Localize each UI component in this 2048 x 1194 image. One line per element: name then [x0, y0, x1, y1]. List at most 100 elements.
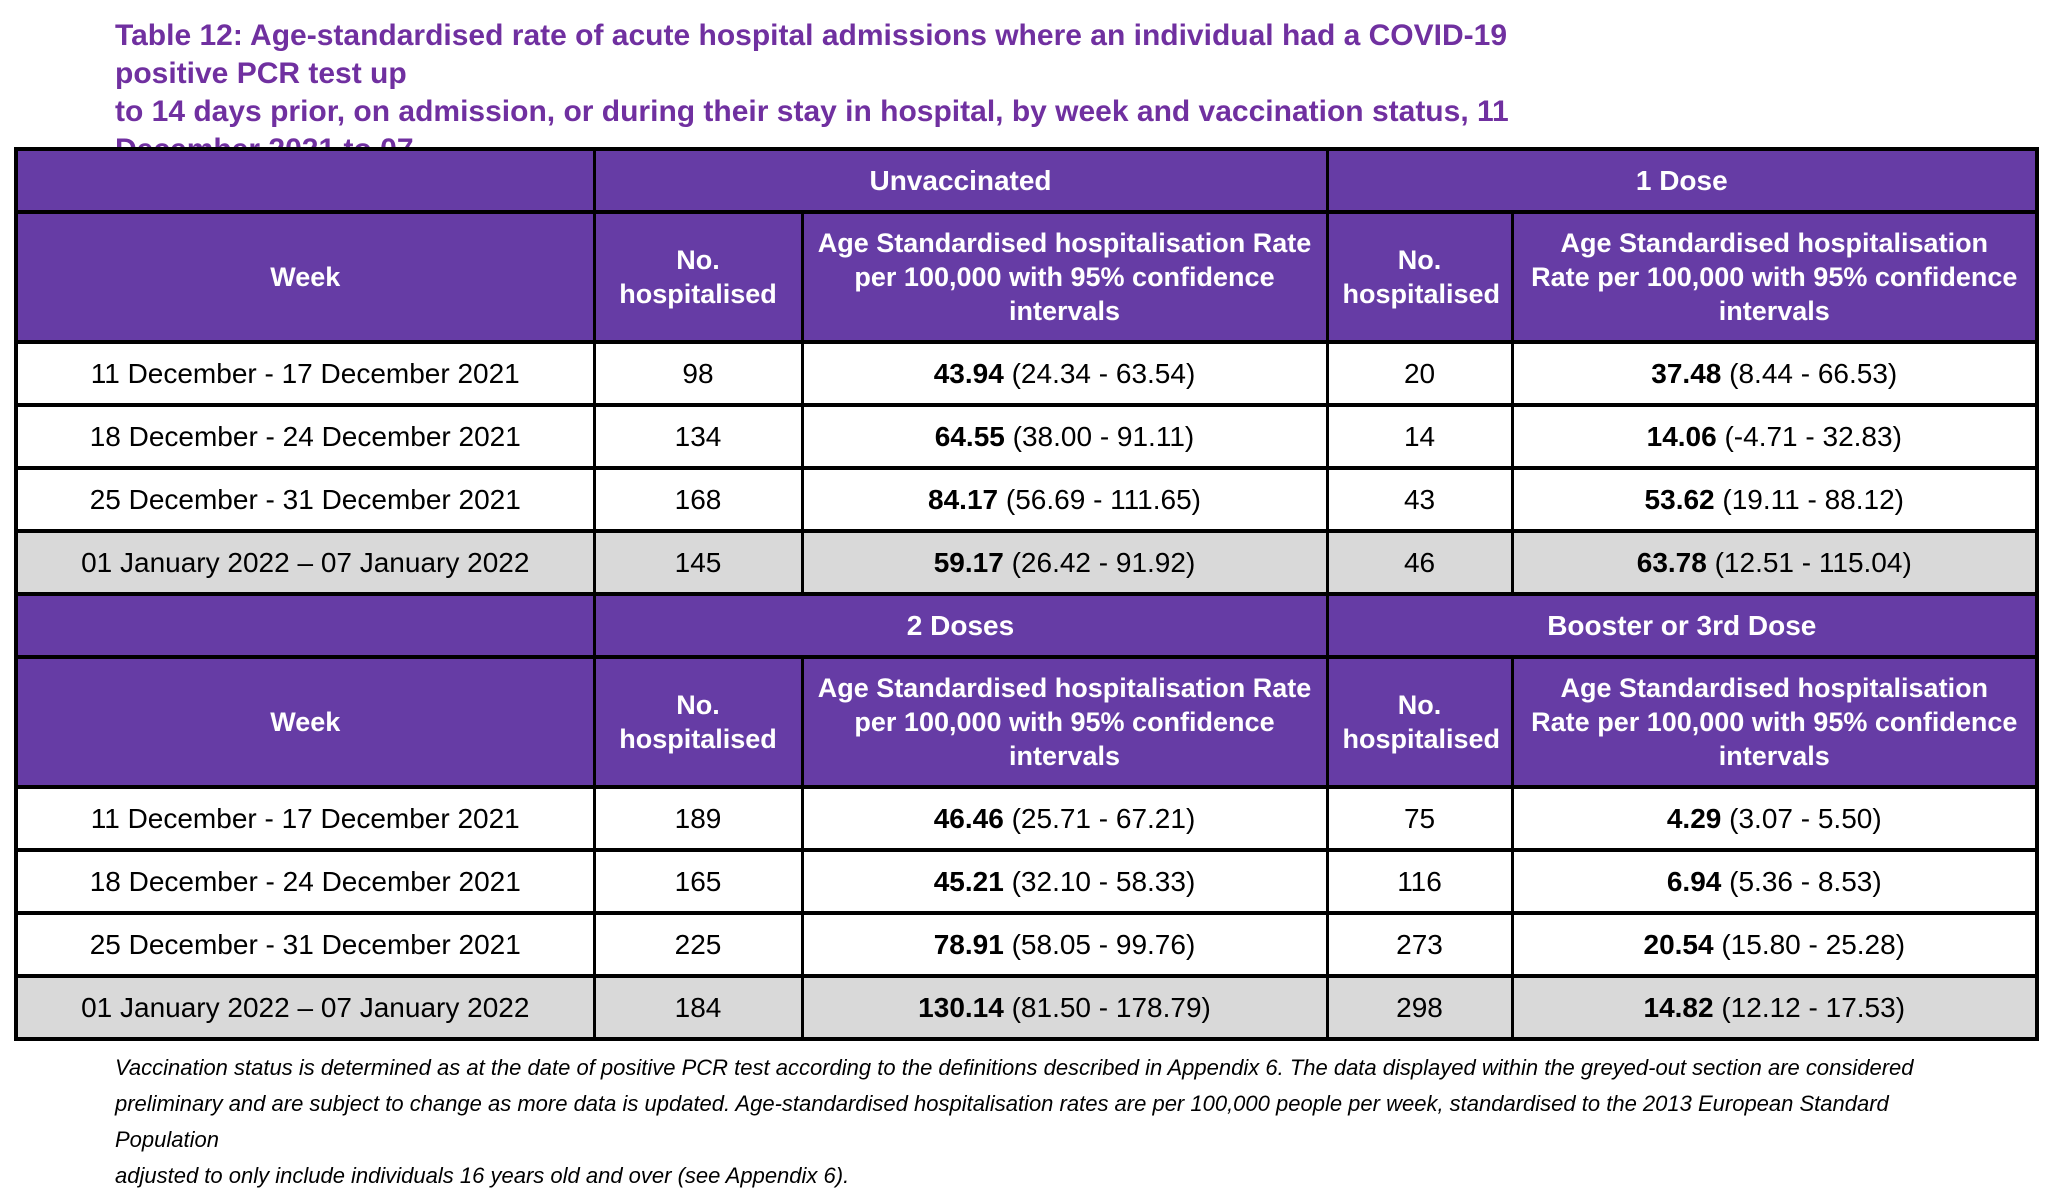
table-row: 25 December - 31 December 2021 225 78.91… — [14, 911, 2039, 978]
rate-value: 4.29 — [1666, 802, 1722, 834]
count-cell: 298 — [1325, 974, 1514, 1041]
count-cell: 145 — [592, 529, 804, 596]
rate-value: 63.78 — [1636, 546, 1707, 578]
admissions-rate-table: Unvaccinated 1 Dose Week No. hospitalise… — [14, 147, 2040, 1041]
rate-cell: 43.94 (24.34 - 63.54) — [800, 340, 1329, 407]
section1-group-header-row: Unvaccinated 1 Dose — [14, 147, 2039, 214]
no-hospitalised-column-header: No. hospitalised — [1325, 655, 1514, 789]
confidence-interval: (19.11 - 88.12) — [1722, 483, 1904, 515]
count-cell: 75 — [1325, 785, 1514, 852]
rate-cell: 53.62 (19.11 - 88.12) — [1510, 466, 2039, 533]
rate-cell: 84.17 (56.69 - 111.65) — [800, 466, 1329, 533]
count-cell: 165 — [592, 848, 804, 915]
rate-cell: 4.29 (3.07 - 5.50) — [1510, 785, 2039, 852]
rate-column-header: Age Standardised hospitalisation Rate pe… — [1510, 655, 2039, 789]
week-column-header: Week — [14, 655, 596, 789]
count-cell: 184 — [592, 974, 804, 1041]
blank-corner-cell — [14, 147, 596, 214]
section2-column-header-row: Week No. hospitalised Age Standardised h… — [14, 655, 2039, 789]
blank-corner-cell — [14, 592, 596, 659]
footnote-line-2: preliminary and are subject to change as… — [115, 1091, 1889, 1152]
rate-column-header: Age Standardised hospitalisation Rate pe… — [800, 655, 1329, 789]
rate-column-header: Age Standardised hospitalisation Rate pe… — [1510, 210, 2039, 344]
week-cell: 25 December - 31 December 2021 — [14, 911, 596, 978]
group-header-unvaccinated: Unvaccinated — [592, 147, 1329, 214]
count-cell: 189 — [592, 785, 804, 852]
rate-cell: 78.91 (58.05 - 99.76) — [800, 911, 1329, 978]
confidence-interval: (24.34 - 63.54) — [1011, 357, 1196, 389]
count-cell: 98 — [592, 340, 804, 407]
confidence-interval: (12.12 - 17.53) — [1721, 991, 1906, 1023]
rate-cell: 64.55 (38.00 - 91.11) — [800, 403, 1329, 470]
week-cell: 11 December - 17 December 2021 — [14, 340, 596, 407]
confidence-interval: (56.69 - 111.65) — [1005, 483, 1201, 515]
rate-value: 84.17 — [928, 483, 999, 515]
count-cell: 20 — [1325, 340, 1514, 407]
group-header-booster: Booster or 3rd Dose — [1325, 592, 2039, 659]
confidence-interval: (-4.71 - 32.83) — [1724, 420, 1902, 452]
rate-cell: 37.48 (8.44 - 66.53) — [1510, 340, 2039, 407]
confidence-interval: (81.50 - 178.79) — [1011, 991, 1211, 1023]
week-column-header: Week — [14, 210, 596, 344]
table-row: 18 December - 24 December 2021 134 64.55… — [14, 403, 2039, 470]
rate-value: 43.94 — [933, 357, 1004, 389]
rate-cell: 20.54 (15.80 - 25.28) — [1510, 911, 2039, 978]
rate-value: 130.14 — [918, 991, 1004, 1023]
confidence-interval: (38.00 - 91.11) — [1012, 420, 1195, 452]
table-row: 11 December - 17 December 2021 189 46.46… — [14, 785, 2039, 852]
no-hospitalised-column-header: No. hospitalised — [592, 655, 804, 789]
footnote-line-3: adjusted to only include individuals 16 … — [115, 1163, 850, 1188]
count-cell: 14 — [1325, 403, 1514, 470]
table-row: 11 December - 17 December 2021 98 43.94 … — [14, 340, 2039, 407]
confidence-interval: (25.71 - 67.21) — [1011, 802, 1196, 834]
rate-cell: 46.46 (25.71 - 67.21) — [800, 785, 1329, 852]
week-cell: 11 December - 17 December 2021 — [14, 785, 596, 852]
week-cell: 18 December - 24 December 2021 — [14, 403, 596, 470]
footnote-line-1: Vaccination status is determined as at t… — [115, 1055, 1914, 1080]
rate-cell: 63.78 (12.51 - 115.04) — [1510, 529, 2039, 596]
confidence-interval: (5.36 - 8.53) — [1729, 865, 1882, 897]
count-cell: 168 — [592, 466, 804, 533]
rate-column-header: Age Standardised hospitalisation Rate pe… — [800, 210, 1329, 344]
rate-cell: 6.94 (5.36 - 8.53) — [1510, 848, 2039, 915]
confidence-interval: (15.80 - 25.28) — [1721, 928, 1906, 960]
no-hospitalised-column-header: No. hospitalised — [1325, 210, 1514, 344]
group-header-2-doses: 2 Doses — [592, 592, 1329, 659]
confidence-interval: (3.07 - 5.50) — [1729, 802, 1882, 834]
table-row: 18 December - 24 December 2021 165 45.21… — [14, 848, 2039, 915]
section1-column-header-row: Week No. hospitalised Age Standardised h… — [14, 210, 2039, 344]
count-cell: 43 — [1325, 466, 1514, 533]
rate-value: 53.62 — [1644, 483, 1715, 515]
rate-value: 14.82 — [1643, 991, 1714, 1023]
rate-value: 20.54 — [1643, 928, 1714, 960]
rate-cell: 14.06 (-4.71 - 32.83) — [1510, 403, 2039, 470]
section2-group-header-row: 2 Doses Booster or 3rd Dose — [14, 592, 2039, 659]
count-cell: 273 — [1325, 911, 1514, 978]
rate-cell: 14.82 (12.12 - 17.53) — [1510, 974, 2039, 1041]
rate-cell: 130.14 (81.50 - 178.79) — [800, 974, 1329, 1041]
table-row: 25 December - 31 December 2021 168 84.17… — [14, 466, 2039, 533]
confidence-interval: (58.05 - 99.76) — [1011, 928, 1196, 960]
table-row-preliminary: 01 January 2022 – 07 January 2022 184 13… — [14, 974, 2039, 1041]
count-cell: 225 — [592, 911, 804, 978]
group-header-1-dose: 1 Dose — [1325, 147, 2039, 214]
no-hospitalised-column-header: No. hospitalised — [592, 210, 804, 344]
confidence-interval: (26.42 - 91.92) — [1011, 546, 1196, 578]
rate-value: 64.55 — [934, 420, 1005, 452]
rate-value: 6.94 — [1666, 865, 1722, 897]
week-cell: 18 December - 24 December 2021 — [14, 848, 596, 915]
rate-value: 37.48 — [1651, 357, 1722, 389]
rate-value: 78.91 — [933, 928, 1004, 960]
rate-value: 45.21 — [933, 865, 1004, 897]
confidence-interval: (12.51 - 115.04) — [1714, 546, 1912, 578]
rate-value: 14.06 — [1646, 420, 1717, 452]
week-cell: 25 December - 31 December 2021 — [14, 466, 596, 533]
week-cell: 01 January 2022 – 07 January 2022 — [14, 529, 596, 596]
rate-cell: 59.17 (26.42 - 91.92) — [800, 529, 1329, 596]
rate-value: 59.17 — [933, 546, 1004, 578]
confidence-interval: (8.44 - 66.53) — [1729, 357, 1898, 389]
confidence-interval: (32.10 - 58.33) — [1011, 865, 1196, 897]
count-cell: 46 — [1325, 529, 1514, 596]
table-row-preliminary: 01 January 2022 – 07 January 2022 145 59… — [14, 529, 2039, 596]
rate-cell: 45.21 (32.10 - 58.33) — [800, 848, 1329, 915]
